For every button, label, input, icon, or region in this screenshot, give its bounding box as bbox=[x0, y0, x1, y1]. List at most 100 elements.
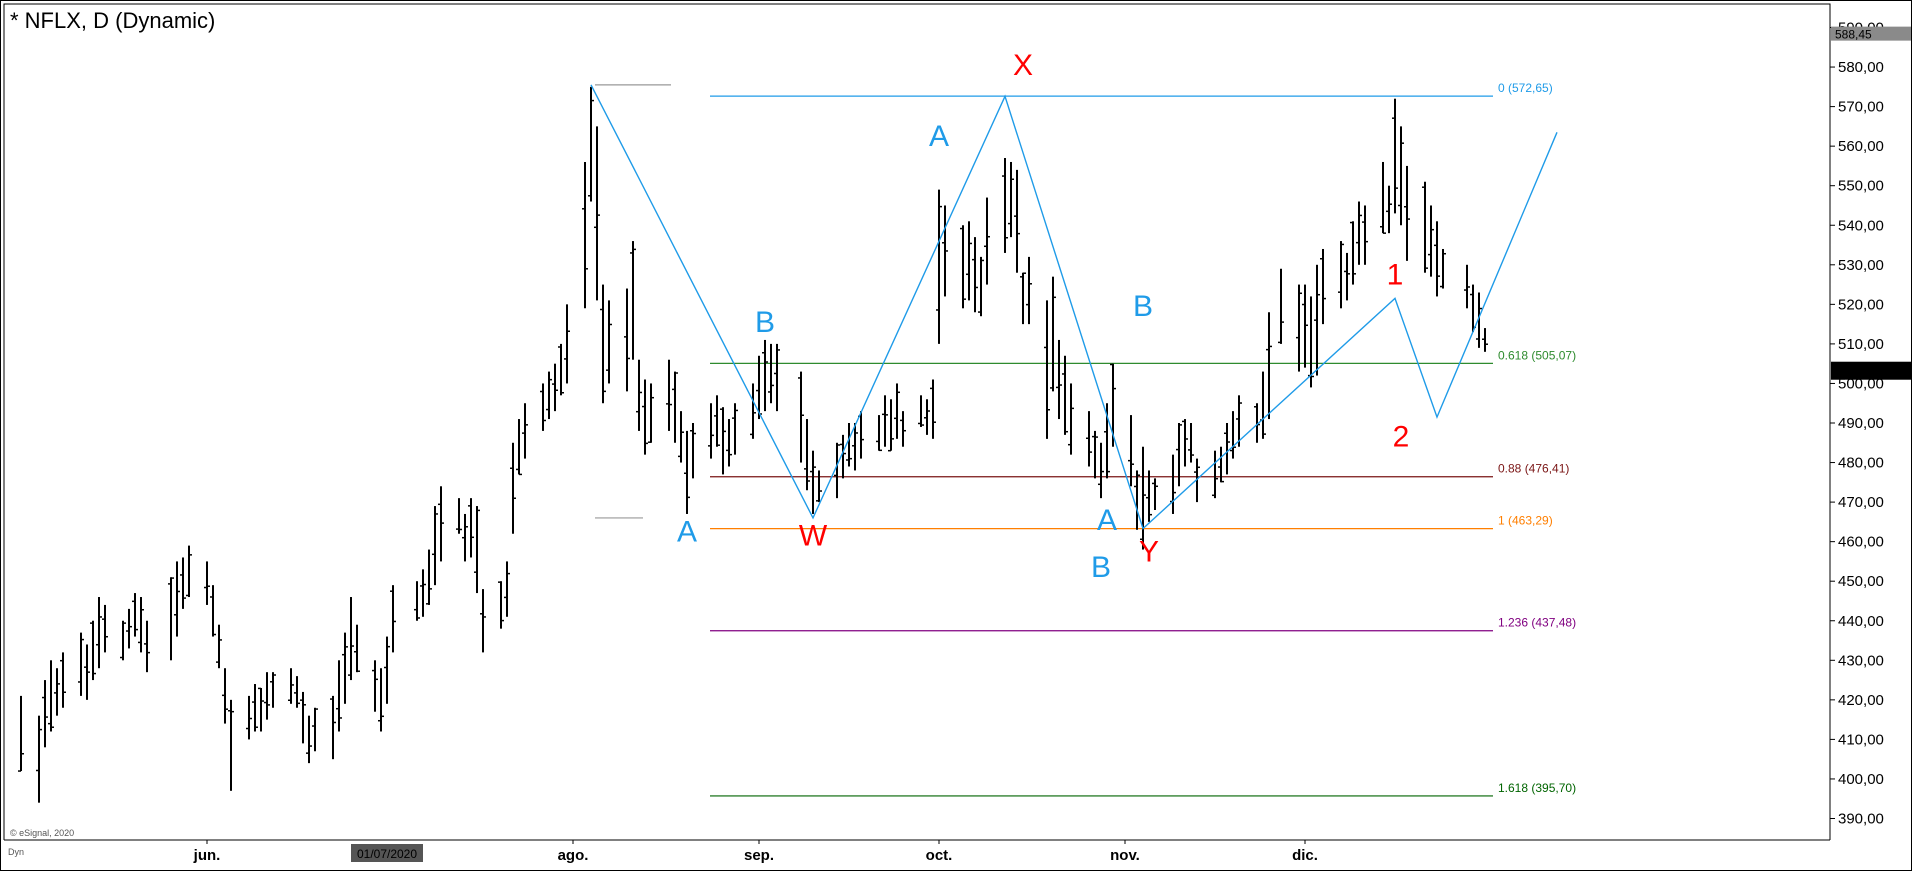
ohlc-bar bbox=[684, 430, 690, 514]
ohlc-bar bbox=[180, 557, 186, 609]
x-axis: jun. ago. sep. oct. nov. dic. 01/07/2020 Dyn bbox=[8, 840, 1318, 864]
ohlc-bar bbox=[588, 86, 594, 202]
ohlc-bar bbox=[1062, 355, 1068, 435]
ohlc-bar bbox=[600, 284, 606, 404]
ohlc-bar bbox=[258, 687, 264, 732]
ohlc-bar bbox=[378, 668, 384, 732]
wave-label: A bbox=[929, 120, 949, 153]
ohlc-bar bbox=[810, 450, 816, 514]
ohlc-bar bbox=[354, 624, 360, 673]
ohlc-bar bbox=[1014, 169, 1020, 273]
ohlc-bar bbox=[876, 415, 882, 452]
y-tick-label: 550,00 bbox=[1838, 178, 1884, 195]
ohlc-bar bbox=[510, 442, 516, 534]
ohlc-bar bbox=[1404, 165, 1410, 261]
ohlc-bar bbox=[1476, 292, 1482, 348]
ohlc-bar bbox=[1482, 328, 1488, 352]
ohlc-bar bbox=[138, 597, 144, 653]
ohlc-bar bbox=[1266, 312, 1272, 420]
ohlc-bar bbox=[468, 498, 474, 558]
ohlc-bar bbox=[1146, 470, 1152, 522]
wave-label: Y bbox=[1139, 535, 1159, 568]
ohlc-bar bbox=[342, 632, 348, 704]
ohlc-bar bbox=[60, 652, 66, 708]
ohlc-bar bbox=[1026, 256, 1032, 325]
ohlc-bar bbox=[1182, 419, 1188, 467]
ohlc-bar bbox=[18, 695, 24, 772]
ohlc-bar bbox=[762, 339, 768, 412]
ohlc-bar bbox=[648, 383, 654, 443]
ohlc-bar bbox=[1398, 126, 1404, 226]
ohlc-bar bbox=[252, 684, 258, 732]
ohlc-bar bbox=[270, 672, 276, 708]
ohlc-bar bbox=[1176, 423, 1182, 487]
wave-polyline bbox=[590, 84, 1558, 530]
ohlc-bar bbox=[1152, 478, 1158, 511]
ohlc-bar bbox=[1278, 268, 1284, 344]
ohlc-bar bbox=[78, 632, 84, 696]
ohlc-bar bbox=[1236, 395, 1242, 447]
copyright-text: © eSignal, 2020 bbox=[10, 828, 74, 838]
ohlc-bar bbox=[1440, 248, 1446, 289]
y-tick-label: 560,00 bbox=[1838, 138, 1884, 155]
ohlc-bar bbox=[1422, 181, 1428, 273]
ohlc-bar bbox=[480, 589, 486, 653]
ohlc-bar bbox=[978, 256, 984, 317]
ohlc-bar bbox=[672, 371, 678, 443]
ohlc-bar bbox=[498, 581, 504, 629]
ohlc-bar bbox=[432, 506, 438, 586]
ohlc-bar bbox=[216, 624, 222, 669]
fib-label-2: 0.88 (476,41) bbox=[1498, 462, 1569, 476]
ohlc-bar bbox=[372, 660, 378, 712]
ohlc-bar bbox=[516, 419, 522, 476]
ohlc-bar bbox=[1098, 442, 1104, 499]
ohlc-bar bbox=[960, 225, 966, 309]
reference-lines bbox=[595, 84, 671, 519]
y-tick-label: 520,00 bbox=[1838, 296, 1884, 313]
ohlc-bar bbox=[1338, 241, 1344, 309]
ohlc-bar bbox=[852, 423, 858, 471]
ohlc-bar bbox=[666, 359, 672, 431]
ohlc-bar bbox=[174, 561, 180, 637]
ohlc-bar bbox=[1128, 415, 1134, 487]
chart-title: * NFLX, D (Dynamic) bbox=[10, 8, 215, 33]
ohlc-bars bbox=[18, 86, 1488, 803]
ohlc-bar bbox=[1086, 411, 1092, 467]
ohlc-bar bbox=[126, 608, 132, 649]
ohlc-bar bbox=[336, 660, 342, 732]
ohlc-bar bbox=[390, 585, 396, 653]
ohlc-bar bbox=[474, 506, 480, 594]
ohlc-bar bbox=[918, 395, 924, 427]
ohlc-bar bbox=[1434, 221, 1440, 297]
ohlc-bar bbox=[1356, 201, 1362, 265]
ohlc-bar bbox=[624, 288, 630, 392]
ohlc-bar bbox=[552, 363, 558, 412]
ohlc-bar bbox=[120, 620, 126, 661]
y-tick-label: 510,00 bbox=[1838, 336, 1884, 353]
ohlc-bar bbox=[294, 676, 300, 708]
ohlc-bar bbox=[456, 498, 462, 534]
y-tick-label: 400,00 bbox=[1838, 771, 1884, 788]
ohlc-bar bbox=[966, 221, 972, 301]
fib-label-5: 1.618 (395,70) bbox=[1498, 781, 1576, 795]
ohlc-bar bbox=[300, 691, 306, 744]
ohlc-bar bbox=[1212, 450, 1218, 499]
ohlc-bar bbox=[1188, 423, 1194, 463]
ohlc-bar bbox=[564, 304, 570, 384]
ohlc-bar bbox=[846, 423, 852, 467]
wave-label: 2 bbox=[1393, 421, 1410, 454]
ohlc-bar bbox=[48, 660, 54, 732]
x-tick-label: sep. bbox=[744, 847, 774, 864]
ohlc-bar bbox=[102, 604, 108, 653]
y-tick-label: 540,00 bbox=[1838, 217, 1884, 234]
ohlc-bar bbox=[888, 399, 894, 452]
ohlc-bar bbox=[1050, 276, 1056, 392]
ohlc-bar bbox=[1020, 272, 1026, 325]
ohlc-bar bbox=[720, 407, 726, 475]
wave-label: W bbox=[799, 520, 828, 553]
ohlc-bar bbox=[558, 343, 564, 396]
fib-label-0: 0 (572,65) bbox=[1498, 81, 1553, 95]
